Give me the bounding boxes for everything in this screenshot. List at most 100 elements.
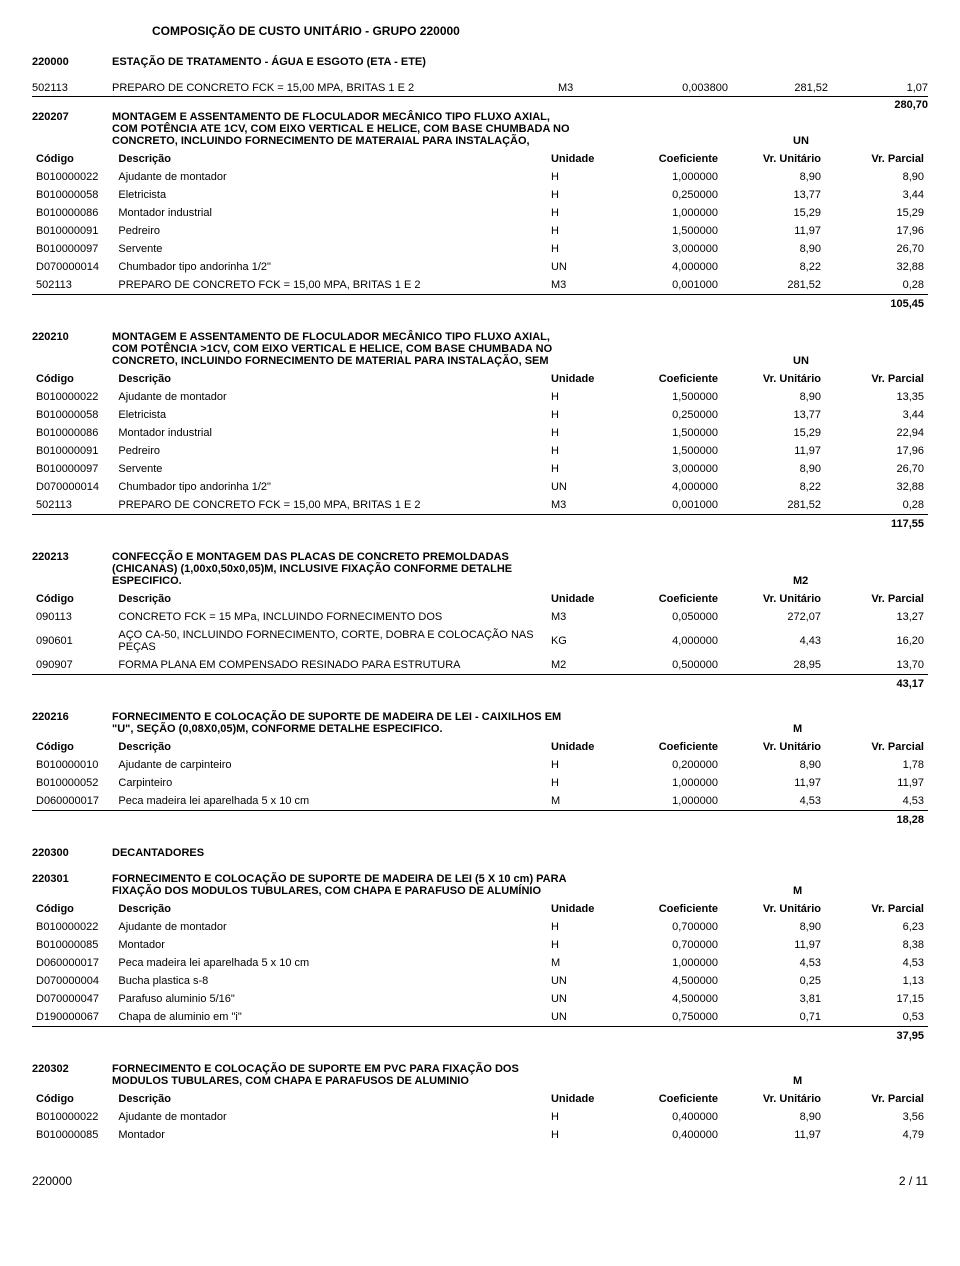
cell-code: B010000086 [32,204,114,222]
group-code: 220216 [32,711,112,735]
cell-coef: 0,001000 [619,276,722,295]
table-row: B010000052CarpinteiroH1,00000011,9711,97 [32,774,928,792]
cell-coef: 1,500000 [619,424,722,442]
cell-un: H [547,204,619,222]
group-code: 220210 [32,331,112,367]
first-item-desc: PREPARO DE CONCRETO FCK = 15,00 MPA, BRI… [112,82,558,94]
group-block: 220216FORNECIMENTO E COLOCAÇÃO DE SUPORT… [32,711,928,829]
cell-code: D060000017 [32,954,114,972]
first-item-coef: 0,003800 [628,82,728,94]
cell-code: B010000097 [32,460,114,478]
cell-desc: Ajudante de montador [114,168,547,186]
cell-desc: PREPARO DE CONCRETO FCK = 15,00 MPA, BRI… [114,496,547,515]
cell-vu: 13,77 [722,186,825,204]
cell-vp: 13,70 [825,656,928,675]
cell-code: B010000091 [32,222,114,240]
th-coef: Coeficiente [619,369,722,388]
table-row: D060000017Peca madeira lei aparelhada 5 … [32,954,928,972]
subtotal-value: 37,95 [32,1027,928,1046]
footer: 220000 2 / 11 [32,1174,928,1188]
table-row: 502113PREPARO DE CONCRETO FCK = 15,00 MP… [32,276,928,295]
cell-vp: 26,70 [825,460,928,478]
decant-section: 220300 DECANTADORES [32,847,928,859]
cell-un: H [547,756,619,774]
group-code: 220207 [32,111,112,147]
th-vp: Vr. Parcial [825,899,928,918]
cell-code: 090113 [32,608,114,626]
th-vu: Vr. Unitário [722,737,825,756]
cell-desc: Eletricista [114,186,547,204]
group-table: CódigoDescriçãoUnidadeCoeficienteVr. Uni… [32,899,928,1045]
cell-coef: 1,000000 [619,168,722,186]
cell-code: 502113 [32,496,114,515]
table-row: 090113CONCRETO FCK = 15 MPa, INCLUINDO F… [32,608,928,626]
cell-vp: 32,88 [825,478,928,496]
table-header: CódigoDescriçãoUnidadeCoeficienteVr. Uni… [32,369,928,388]
cell-vp: 6,23 [825,918,928,936]
th-codigo: Código [32,369,114,388]
first-item-total: 280,70 [32,97,928,111]
th-vu: Vr. Unitário [722,369,825,388]
th-desc: Descrição [114,1089,547,1108]
table-row: B010000091PedreiroH1,50000011,9717,96 [32,222,928,240]
cell-coef: 1,000000 [619,954,722,972]
table-header: CódigoDescriçãoUnidadeCoeficienteVr. Uni… [32,899,928,918]
table-row: B010000091PedreiroH1,50000011,9717,96 [32,442,928,460]
cell-vp: 4,53 [825,792,928,811]
group-code: 220302 [32,1063,112,1087]
subtotal-value: 43,17 [32,675,928,694]
group-unit: UN [618,355,928,367]
cell-vu: 0,25 [722,972,825,990]
cell-coef: 0,050000 [619,608,722,626]
decant-code: 220300 [32,847,112,859]
cell-un: H [547,240,619,258]
cell-desc: Servente [114,460,547,478]
th-vp: Vr. Parcial [825,737,928,756]
cell-un: M3 [547,496,619,515]
table-row: B010000058EletricistaH0,25000013,773,44 [32,406,928,424]
table-header: CódigoDescriçãoUnidadeCoeficienteVr. Uni… [32,737,928,756]
group-block: 220302FORNECIMENTO E COLOCAÇÃO DE SUPORT… [32,1063,928,1144]
th-vp: Vr. Parcial [825,149,928,168]
main-section-desc: ESTAÇÃO DE TRATAMENTO - ÁGUA E ESGOTO (E… [112,56,928,68]
cell-vu: 8,90 [722,1108,825,1126]
group-desc: FORNECIMENTO E COLOCAÇÃO DE SUPORTE DE M… [112,711,572,735]
table-row: B010000085MontadorH0,40000011,974,79 [32,1126,928,1144]
th-codigo: Código [32,589,114,608]
th-vu: Vr. Unitário [722,589,825,608]
cell-vu: 8,22 [722,258,825,276]
th-codigo: Código [32,737,114,756]
cell-vp: 11,97 [825,774,928,792]
cell-vp: 8,38 [825,936,928,954]
cell-un: H [547,936,619,954]
table-row: 090601AÇO CA-50, INCLUINDO FORNECIMENTO,… [32,626,928,656]
cell-vu: 8,90 [722,240,825,258]
cell-code: B010000085 [32,936,114,954]
cell-code: D190000067 [32,1008,114,1027]
th-un: Unidade [547,1089,619,1108]
group-unit: M [618,885,928,897]
th-un: Unidade [547,589,619,608]
th-un: Unidade [547,149,619,168]
group-code: 220213 [32,551,112,587]
cell-coef: 1,000000 [619,204,722,222]
table-header: CódigoDescriçãoUnidadeCoeficienteVr. Uni… [32,149,928,168]
cell-vu: 281,52 [722,276,825,295]
cell-desc: PREPARO DE CONCRETO FCK = 15,00 MPA, BRI… [114,276,547,295]
table-row: B010000022Ajudante de montadorH0,4000008… [32,1108,928,1126]
cell-un: M3 [547,608,619,626]
table-header: CódigoDescriçãoUnidadeCoeficienteVr. Uni… [32,589,928,608]
cell-desc: Peca madeira lei aparelhada 5 x 10 cm [114,792,547,811]
cell-un: H [547,186,619,204]
cell-code: B010000086 [32,424,114,442]
cell-vu: 28,95 [722,656,825,675]
table-row: 090907FORMA PLANA EM COMPENSADO RESINADO… [32,656,928,675]
cell-vu: 11,97 [722,442,825,460]
first-item-code: 502113 [32,82,112,94]
first-item-vu: 281,52 [728,82,828,94]
cell-vu: 8,90 [722,388,825,406]
cell-un: H [547,1108,619,1126]
cell-vp: 4,79 [825,1126,928,1144]
cell-code: B010000097 [32,240,114,258]
cell-desc: Ajudante de montador [114,1108,547,1126]
